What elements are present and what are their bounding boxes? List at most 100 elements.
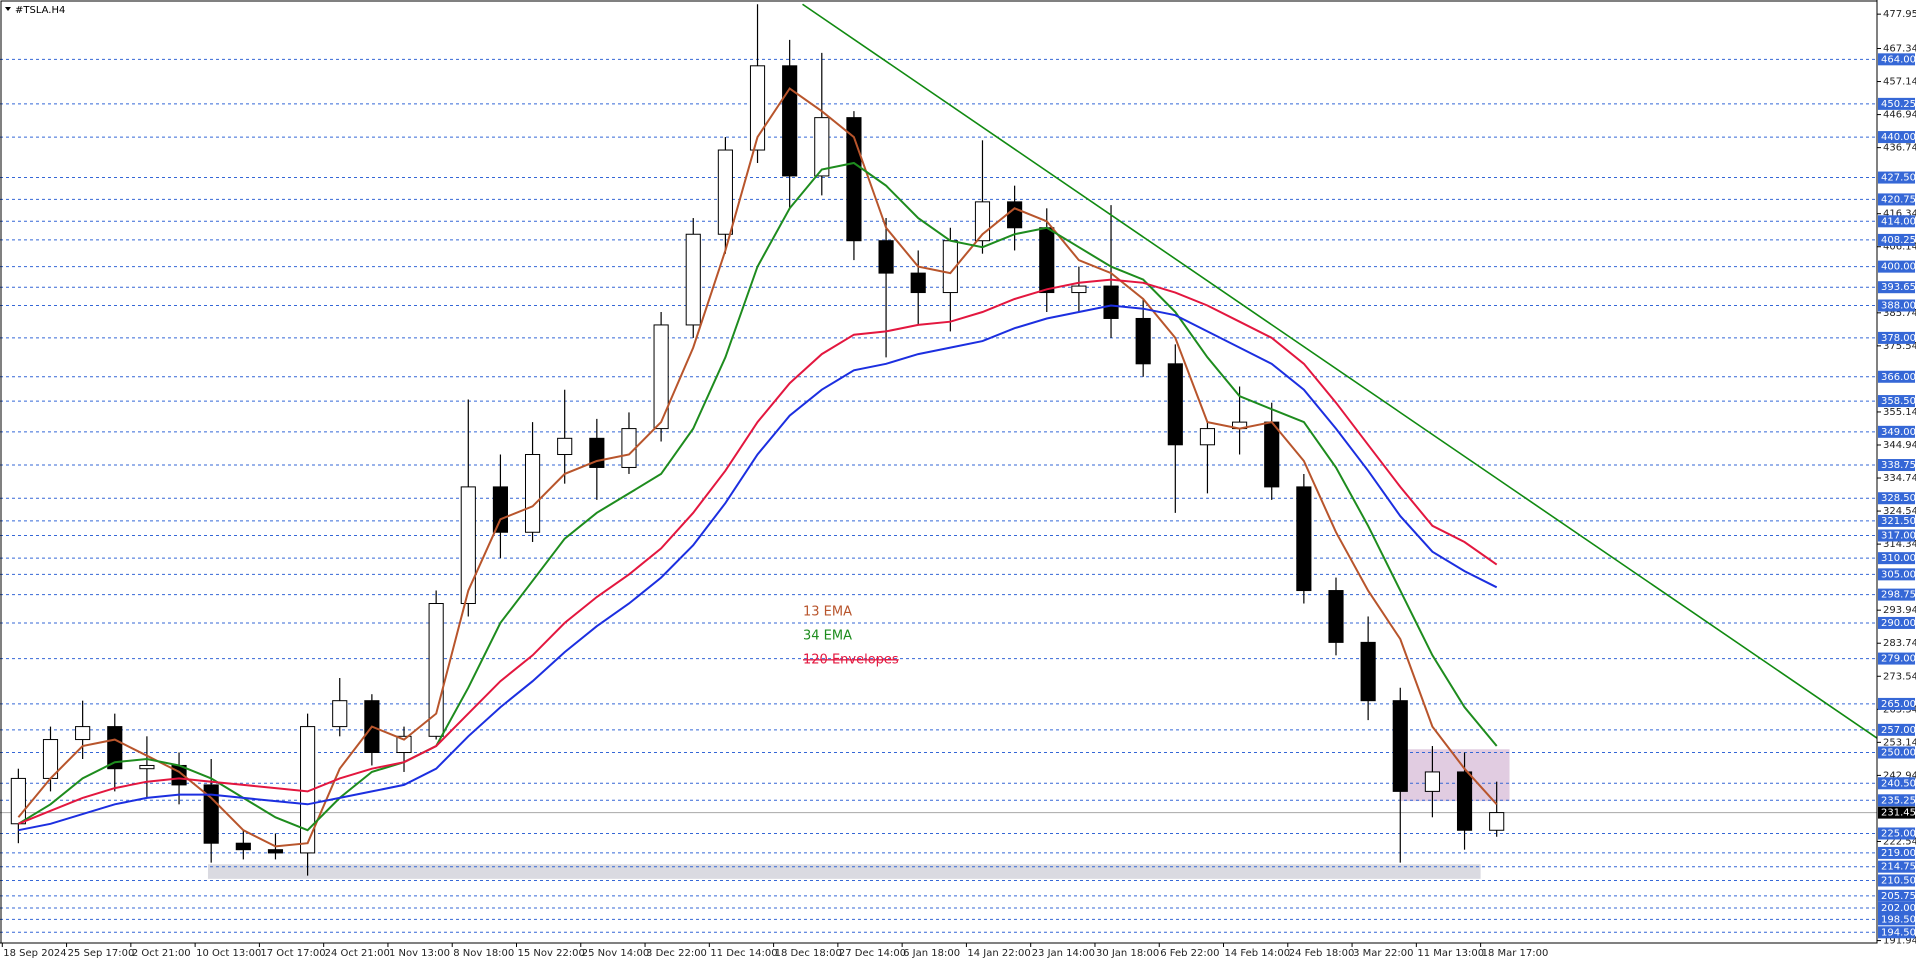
level-label-box <box>1878 171 1915 184</box>
level-label-box <box>1878 846 1915 859</box>
candle-body <box>267 849 284 854</box>
y-tick-label: 324.54 <box>1883 506 1916 517</box>
x-tick-label: 25 Sep 17:00 <box>68 948 135 959</box>
level-label: 366.00 <box>1881 372 1916 383</box>
candle-body <box>653 324 669 430</box>
candle-body <box>460 486 476 605</box>
candle-body <box>1199 428 1216 446</box>
x-tick-label: 17 Oct 17:00 <box>260 948 325 959</box>
candle-body <box>717 149 733 235</box>
level-label-box <box>1878 529 1915 542</box>
candle-body <box>396 735 412 754</box>
level-label-box <box>1878 260 1915 273</box>
candle-body <box>685 233 701 326</box>
x-tick-label: 10 Oct 13:00 <box>196 948 261 959</box>
y-tick-label: 283.74 <box>1883 638 1916 649</box>
level-label-box <box>1878 568 1915 581</box>
candle-body <box>1264 421 1280 488</box>
y-tick-label: 222.54 <box>1883 836 1916 847</box>
level-label: 317.00 <box>1881 530 1916 541</box>
candle-body <box>910 272 926 294</box>
level-label-box <box>1878 827 1915 840</box>
x-tick-label: 6 Jan 18:00 <box>903 948 960 959</box>
level-label: 219.00 <box>1881 848 1916 859</box>
level-label: 349.00 <box>1881 427 1916 438</box>
level-label: 257.00 <box>1881 725 1916 736</box>
y-tick-label: 467.34 <box>1883 44 1916 55</box>
legend-label: 34 EMA <box>803 629 852 644</box>
x-tick-label: 2 Oct 21:00 <box>132 948 191 959</box>
candle-body <box>75 726 91 741</box>
candle-body <box>332 700 348 728</box>
level-label: 240.50 <box>1881 778 1916 789</box>
x-tick-label: 14 Jan 22:00 <box>967 948 1030 959</box>
level-label: 279.00 <box>1881 654 1916 665</box>
level-label: 427.50 <box>1881 173 1916 184</box>
level-label-box <box>1878 281 1915 294</box>
y-tick-label: 385.74 <box>1883 308 1916 319</box>
level-label-box <box>1878 97 1915 110</box>
trend-line <box>802 3 1877 740</box>
x-tick-label: 14 Feb 14:00 <box>1225 948 1291 959</box>
candle-body <box>1328 590 1344 643</box>
level-label: 205.75 <box>1881 891 1916 902</box>
candle-body <box>1360 641 1376 702</box>
y-tick-label: 416.34 <box>1883 209 1916 220</box>
candle-body <box>1489 812 1505 831</box>
level-label: 210.50 <box>1881 875 1916 886</box>
level-label-box <box>1878 215 1915 228</box>
x-tick-label: 18 Sep 2024 <box>3 948 66 959</box>
level-label-box <box>1878 616 1915 629</box>
level-label-box <box>1878 901 1915 914</box>
indicator-line <box>17 87 1498 848</box>
level-label-box <box>1878 860 1915 873</box>
y-tick-label: 314.34 <box>1883 539 1916 550</box>
y-tick-label: 355.14 <box>1883 407 1916 418</box>
candle-body <box>557 437 573 456</box>
x-tick-label: 18 Mar 17:00 <box>1482 948 1549 959</box>
level-label-box <box>1878 777 1915 790</box>
y-tick-label: 406.14 <box>1883 242 1916 253</box>
level-label: 305.00 <box>1881 569 1916 580</box>
level-label-box <box>1878 395 1915 408</box>
level-label: 310.00 <box>1881 553 1916 564</box>
candle-body <box>1039 227 1055 294</box>
plot-border <box>0 0 1878 944</box>
level-label: 414.00 <box>1881 216 1916 227</box>
menu-triangle[interactable] <box>5 7 11 11</box>
level-label-box <box>1878 492 1915 505</box>
candle-body <box>1007 201 1023 229</box>
level-label-box <box>1878 331 1915 344</box>
x-tick-label: 25 Nov 14:00 <box>582 948 649 959</box>
axes: 477.95 467.34 457.14 446.94 436.74 416.34 406.… <box>1 9 1916 959</box>
level-label-box <box>1878 588 1915 601</box>
level-label: 408.25 <box>1881 235 1916 246</box>
x-tick-label: 18 Dec 18:00 <box>775 948 842 959</box>
y-tick-label: 273.54 <box>1883 671 1916 682</box>
level-label-box <box>1878 926 1915 939</box>
level-label-box <box>1878 874 1915 887</box>
candle-body <box>139 764 155 770</box>
level-label: 388.00 <box>1881 301 1916 312</box>
level-label-box <box>1878 193 1915 206</box>
zone <box>207 864 1481 879</box>
x-tick-label: 3 Mar 22:00 <box>1353 948 1413 959</box>
level-label: 450.25 <box>1881 99 1916 110</box>
level-label-box <box>1878 53 1915 66</box>
current-price-box <box>1878 806 1915 819</box>
x-tick-label: 24 Oct 21:00 <box>325 948 390 959</box>
level-label: 400.00 <box>1881 262 1916 273</box>
x-tick-label: 23 Jan 14:00 <box>1032 948 1095 959</box>
y-tick-label: 436.74 <box>1883 143 1916 154</box>
candle-body <box>1424 771 1440 792</box>
candle-body <box>749 65 766 151</box>
level-label: 420.75 <box>1881 194 1916 205</box>
indicator-line <box>18 304 1498 832</box>
level-label: 265.00 <box>1881 699 1916 710</box>
y-tick-label: 457.14 <box>1883 77 1916 88</box>
candle-body <box>235 842 251 851</box>
candle-body <box>1392 700 1408 792</box>
legend-label: 120 Envelopes <box>803 653 899 668</box>
level-label: 298.75 <box>1881 590 1916 601</box>
